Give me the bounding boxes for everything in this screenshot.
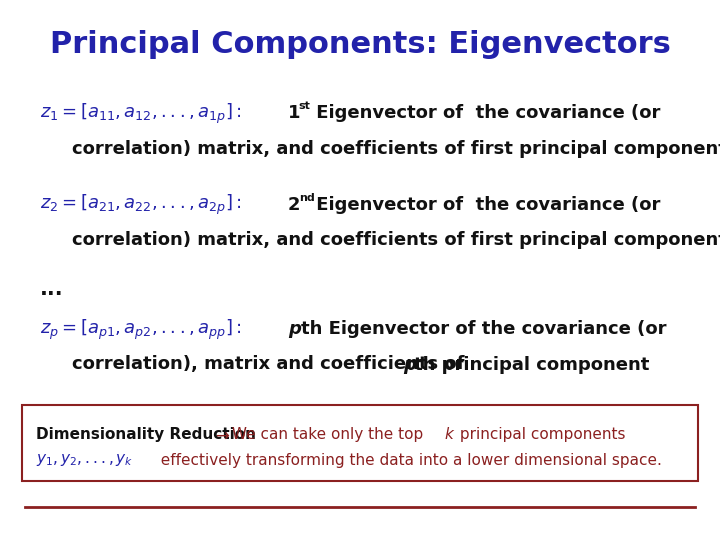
Text: $\rightarrow$: $\rightarrow$ [212,426,231,444]
Text: 1: 1 [288,104,300,123]
FancyBboxPatch shape [22,405,698,481]
Text: correlation), matrix and coefficients of: correlation), matrix and coefficients of [72,355,471,374]
Text: $y_1,y_2,...,y_k$: $y_1,y_2,...,y_k$ [36,452,133,468]
Text: nd: nd [299,193,315,203]
Text: Eigenvector of  the covariance (or: Eigenvector of the covariance (or [310,196,660,214]
Text: Eigenvector of  the covariance (or: Eigenvector of the covariance (or [310,104,660,123]
Text: effectively transforming the data into a lower dimensional space.: effectively transforming the data into a… [151,453,662,468]
Text: st: st [299,102,310,111]
Text: p: p [403,355,416,374]
Text: principal components: principal components [455,427,626,442]
Text: ...: ... [40,279,63,299]
Text: correlation) matrix, and coefficients of first principal component: correlation) matrix, and coefficients of… [72,231,720,249]
Text: $z_1 = [a_{11},a_{12},...,a_{1p}]:$: $z_1 = [a_{11},a_{12},...,a_{1p}]:$ [40,102,241,125]
Text: th principal component: th principal component [414,355,649,374]
Text: $z_2 =[a_{21},a_{22},...,a_{2p}]:$: $z_2 =[a_{21},a_{22},...,a_{2p}]:$ [40,193,241,217]
Text: p: p [288,320,301,339]
Text: Principal Components: Eigenvectors: Principal Components: Eigenvectors [50,30,670,59]
Text: We can take only the top: We can take only the top [227,427,428,442]
Text: correlation) matrix, and coefficients of first principal component: correlation) matrix, and coefficients of… [72,139,720,158]
Text: Dimensionality Reduction: Dimensionality Reduction [36,427,256,442]
Text: $z_p =[a_{p1},a_{p2},...,a_{pp}]:$: $z_p =[a_{p1},a_{p2},...,a_{pp}]:$ [40,318,241,341]
Text: 2: 2 [288,196,300,214]
Text: th Eigenvector of the covariance (or: th Eigenvector of the covariance (or [301,320,667,339]
Text: k: k [445,427,454,442]
